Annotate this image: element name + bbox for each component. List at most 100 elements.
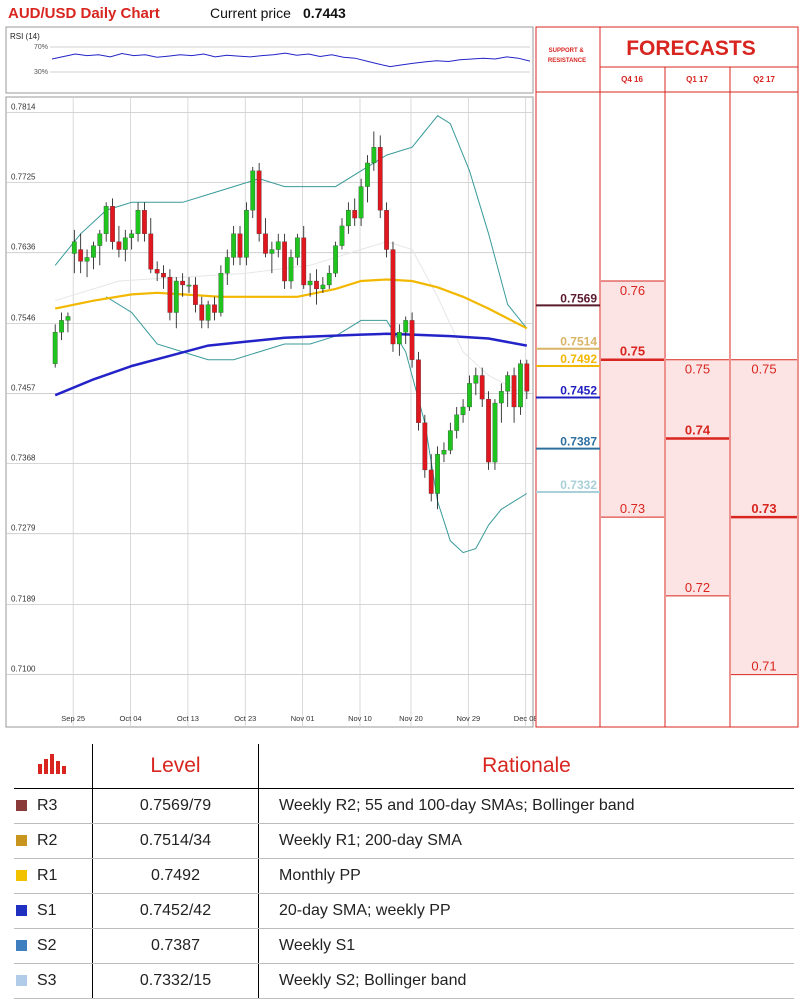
candle-body: [244, 210, 249, 258]
candle-body: [396, 332, 402, 345]
rsi-tick-70: 70%: [34, 44, 48, 51]
level-code: R3: [37, 796, 58, 814]
candle-body: [212, 304, 217, 313]
candle-body: [71, 241, 77, 254]
sr-level-label: 0.7492: [560, 352, 597, 366]
level-code: R1: [37, 866, 58, 884]
candle-body: [186, 284, 192, 287]
candle-body: [122, 237, 128, 250]
candle-body: [365, 162, 370, 187]
candle-body: [84, 257, 90, 262]
candle-body: [116, 241, 122, 250]
quarter-header-2: Q2 17: [753, 75, 775, 84]
y-tick-label: 0.7279: [11, 524, 36, 533]
level-rationale: Weekly R1; 200-day SMA: [258, 823, 794, 859]
candle-body: [97, 233, 103, 246]
support-resistance-line-1: SUPPORT &: [549, 48, 585, 54]
current-price-value: 0.7443: [303, 5, 346, 21]
candle-body: [454, 414, 460, 431]
support-resistance-label: SUPPORT & RESISTANCE: [548, 48, 586, 64]
y-tick-label: 0.7725: [11, 173, 36, 182]
y-tick-label: 0.7814: [11, 103, 36, 112]
candle-body: [377, 147, 383, 211]
level-row-s1: S1 0.7452/42 20-day SMA; weekly PP: [14, 893, 794, 929]
candle-body: [524, 363, 530, 392]
forecast-columns: 0.76 0.75 0.73 0.75 0.74 0.72 0.75 0.73 0.71: [601, 280, 797, 676]
candle-body: [231, 233, 237, 258]
candle-body: [320, 284, 326, 290]
candle-body: [314, 280, 319, 290]
forecast-mid-label: 0.75: [620, 344, 645, 359]
x-tick-label: Nov 29: [456, 714, 480, 723]
x-tick-label: Sep 25: [61, 714, 85, 723]
price-chart-frame: [5, 96, 534, 728]
level-value: 0.7332/15: [92, 963, 259, 999]
candle-body: [435, 454, 440, 494]
bollinger-lower-line: [105, 296, 528, 554]
level-rationale: Weekly S2; Bollinger band: [258, 963, 794, 999]
forecast-low-label: 0.73: [620, 501, 645, 516]
forecast-range: [666, 359, 729, 596]
rsi-panel: RSI (14) 70% 30%: [5, 26, 534, 94]
rationale-header: Rationale: [258, 744, 794, 789]
candle-body: [473, 375, 479, 384]
levels-table-header: Level Rationale: [14, 744, 794, 789]
candle-body: [422, 422, 428, 471]
level-rationale: Weekly S1: [258, 928, 794, 964]
candle-body: [518, 363, 523, 408]
candle-body: [371, 147, 377, 164]
candle-body: [269, 249, 275, 254]
candle-body: [307, 280, 313, 286]
candle-body: [237, 233, 243, 258]
bar-chart-icon: [38, 754, 66, 774]
candle-body: [256, 170, 262, 234]
sr-level-label: 0.7332: [560, 478, 597, 492]
candle-body: [384, 210, 389, 250]
candle-body: [358, 186, 364, 219]
forecast-range: [601, 281, 664, 518]
s3-swatch: [16, 975, 27, 987]
candle-body: [218, 273, 224, 313]
sr-level-label: 0.7569: [560, 291, 597, 305]
candle-body: [492, 402, 498, 463]
candle-body: [345, 210, 351, 227]
bollinger-upper-line: [54, 115, 528, 329]
y-axis: 0.7814 0.7725 0.7636 0.7546 0.7457 0.7368 0.72…: [11, 103, 36, 674]
candle-body: [59, 320, 64, 333]
candles: [52, 131, 530, 510]
level-row-s3: S3 0.7332/15 Weekly S2; Bollinger band: [14, 963, 794, 999]
y-tick-label: 0.7100: [11, 665, 36, 674]
candle-body: [505, 375, 511, 392]
x-tick-label: Oct 13: [177, 714, 199, 723]
candle-body: [294, 237, 300, 258]
candle-body: [91, 245, 96, 258]
r1-swatch: [16, 870, 27, 882]
candle-body: [78, 249, 84, 262]
r2-swatch: [16, 835, 27, 847]
rsi-tick-30: 30%: [34, 69, 48, 76]
level-code: S3: [37, 971, 57, 989]
level-value: 0.7492: [92, 858, 259, 894]
level-value: 0.7569/79: [92, 788, 259, 824]
candle-body: [511, 375, 517, 408]
forecast-high-label: 0.76: [620, 283, 645, 298]
forecasts-title: FORECASTS: [626, 37, 756, 60]
candle-body: [467, 383, 472, 408]
candle-body: [199, 304, 205, 321]
candle-body: [282, 241, 288, 282]
candle-body: [326, 273, 332, 286]
levels-table: Level Rationale R3 0.7569/79 Weekly R2; …: [14, 744, 794, 999]
candle-body: [275, 241, 281, 250]
x-tick-label: Oct 23: [234, 714, 256, 723]
candle-body: [460, 406, 466, 415]
level-rationale: Monthly PP: [258, 858, 794, 894]
forecast-high-label: 0.75: [751, 362, 776, 377]
candle-body: [333, 245, 338, 274]
support-resistance-levels: 0.7569 0.7514 0.7492 0.7452 0.7387 0.7332: [536, 291, 600, 493]
quarter-header-1: Q1 17: [686, 75, 708, 84]
candle-body: [263, 233, 268, 254]
candle-body: [148, 233, 154, 270]
x-tick-label: Nov 01: [291, 714, 315, 723]
candle-body: [224, 257, 230, 274]
y-tick-label: 0.7368: [11, 454, 36, 463]
